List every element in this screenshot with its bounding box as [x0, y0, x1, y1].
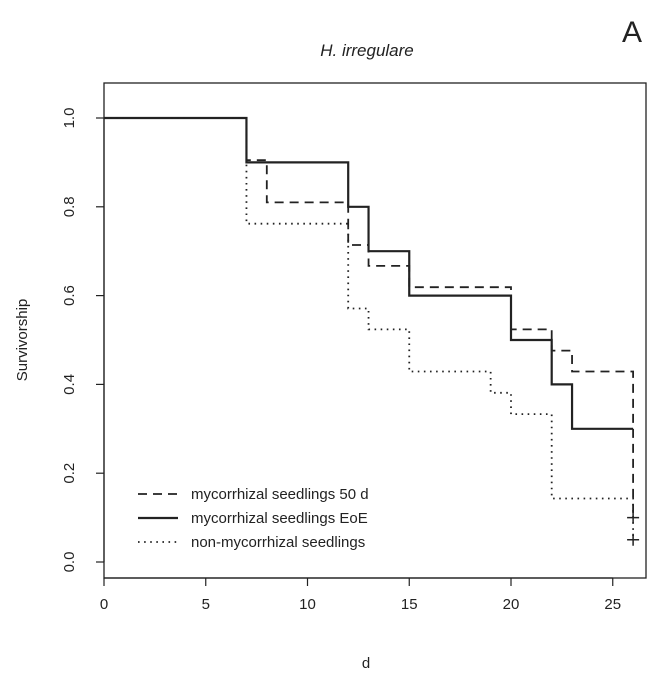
legend-label-3: non-mycorrhizal seedlings: [191, 534, 365, 551]
x-tick-label: 10: [299, 596, 316, 613]
x-axis-label: d: [362, 655, 370, 672]
series-line-3: [104, 117, 634, 540]
series-layer: [104, 116, 640, 546]
y-axis-label: Survivorship: [14, 299, 31, 382]
legend: mycorrhizal seedlings 50 d mycorrhizal se…: [138, 486, 369, 551]
y-tick-label: 0.0: [61, 552, 78, 573]
y-tick-label: 0.6: [61, 285, 78, 306]
x-axis: 0 5 10 15 20 25: [100, 577, 621, 613]
y-tick-label: 0.4: [61, 374, 78, 395]
x-tick-label: 5: [202, 596, 210, 613]
series-line-2: [104, 116, 634, 430]
x-tick-label: 20: [503, 596, 520, 613]
y-tick-label: 0.8: [61, 196, 78, 217]
plot-frame: [103, 82, 647, 579]
x-tick-label: 15: [401, 596, 418, 613]
legend-label-2: mycorrhizal seedlings EoE: [191, 510, 368, 527]
y-tick-label: 1.0: [61, 108, 78, 129]
y-axis: 0.0 0.2 0.4 0.6 0.8 1.0: [61, 108, 105, 573]
x-tick-label: 25: [604, 596, 621, 613]
panel-label: A: [622, 16, 642, 49]
chart-title: H. irregulare: [320, 41, 414, 60]
censor-mark: [627, 533, 640, 546]
x-tick-label: 0: [100, 596, 108, 613]
y-tick-label: 0.2: [61, 463, 78, 484]
legend-label-1: mycorrhizal seedlings 50 d: [191, 486, 369, 503]
